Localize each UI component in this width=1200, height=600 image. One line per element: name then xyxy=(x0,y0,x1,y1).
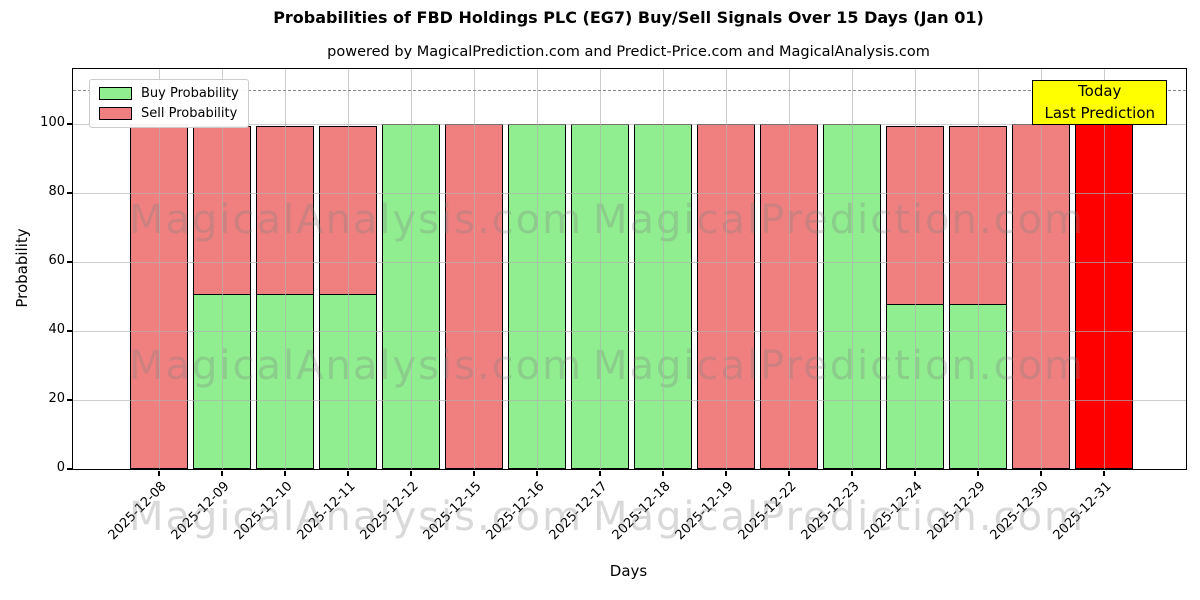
h-gridline xyxy=(73,193,1186,195)
y-tick-mark xyxy=(66,192,72,194)
y-tick-label: 100 xyxy=(40,115,65,131)
v-gridline xyxy=(1041,69,1042,469)
y-tick-label: 60 xyxy=(48,253,65,269)
x-tick-mark xyxy=(1040,470,1042,476)
h-gridline xyxy=(73,262,1186,264)
x-tick-mark xyxy=(284,470,286,476)
v-gridline xyxy=(474,69,475,469)
x-tick-mark xyxy=(851,470,853,476)
v-gridline xyxy=(978,69,979,469)
chart-title: Probabilities of FBD Holdings PLC (EG7) … xyxy=(273,8,984,27)
v-gridline xyxy=(1104,69,1105,469)
x-tick-mark xyxy=(536,470,538,476)
buy-probability-swatch xyxy=(99,87,132,100)
plot-area: Buy Probability Sell Probability Magical… xyxy=(40,68,1187,543)
watermark-text: MagicalAnalysis.com xyxy=(129,343,584,389)
today-annotation-line2: Last Prediction xyxy=(1044,103,1155,122)
v-gridline xyxy=(537,69,538,469)
v-gridline xyxy=(852,69,853,469)
y-tick-label: 0 xyxy=(56,460,65,475)
x-tick-mark xyxy=(725,470,727,476)
y-tick-mark xyxy=(66,399,72,401)
legend-sell-label: Sell Probability xyxy=(141,106,238,121)
h-gridline xyxy=(73,331,1186,333)
v-gridline xyxy=(663,69,664,469)
v-gridline xyxy=(789,69,790,469)
y-tick-mark xyxy=(66,123,72,125)
watermark-text: MagicalAnalysis.com xyxy=(129,494,584,540)
today-annotation-line1: Today xyxy=(1078,82,1122,100)
y-tick-mark xyxy=(66,330,72,332)
x-tick-mark xyxy=(599,470,601,476)
x-tick-mark xyxy=(662,470,664,476)
x-tick-mark xyxy=(1103,470,1105,476)
threshold-dashed-line xyxy=(73,89,1186,91)
y-tick-label: 80 xyxy=(48,184,65,200)
y-tick-mark xyxy=(66,261,72,263)
x-tick-mark xyxy=(977,470,979,476)
x-tick-mark xyxy=(221,470,223,476)
v-gridline xyxy=(222,69,223,469)
h-gridline xyxy=(73,400,1186,402)
v-gridline xyxy=(348,69,349,469)
v-gridline xyxy=(915,69,916,469)
legend: Buy Probability Sell Probability xyxy=(89,79,249,128)
v-gridline xyxy=(285,69,286,469)
y-tick-label: 20 xyxy=(48,391,65,407)
v-gridline xyxy=(159,69,160,469)
legend-item-buy: Buy Probability xyxy=(99,86,239,101)
sell-probability-swatch xyxy=(99,107,132,120)
x-tick-mark xyxy=(788,470,790,476)
x-tick-mark xyxy=(410,470,412,476)
h-gridline xyxy=(73,124,1186,126)
x-tick-mark xyxy=(347,470,349,476)
y-tick-label: 40 xyxy=(48,322,65,338)
legend-item-sell: Sell Probability xyxy=(99,106,239,121)
x-tick-mark xyxy=(914,470,916,476)
x-axis-label: Days xyxy=(609,562,648,580)
v-gridline xyxy=(411,69,412,469)
watermark-text: MagicalAnalysis.com xyxy=(129,197,584,243)
watermark-text: MagicalPrediction.com xyxy=(593,494,1085,540)
legend-buy-label: Buy Probability xyxy=(141,86,239,101)
chart-subtitle: powered by MagicalPrediction.com and Pre… xyxy=(327,44,930,60)
x-tick-mark xyxy=(158,470,160,476)
y-tick-mark xyxy=(66,468,72,470)
watermark-text: MagicalPrediction.com xyxy=(593,197,1085,243)
v-gridline xyxy=(726,69,727,469)
watermark-text: MagicalPrediction.com xyxy=(593,343,1085,389)
today-annotation: Today Last Prediction xyxy=(1032,80,1167,125)
x-tick-mark xyxy=(473,470,475,476)
v-gridline xyxy=(600,69,601,469)
